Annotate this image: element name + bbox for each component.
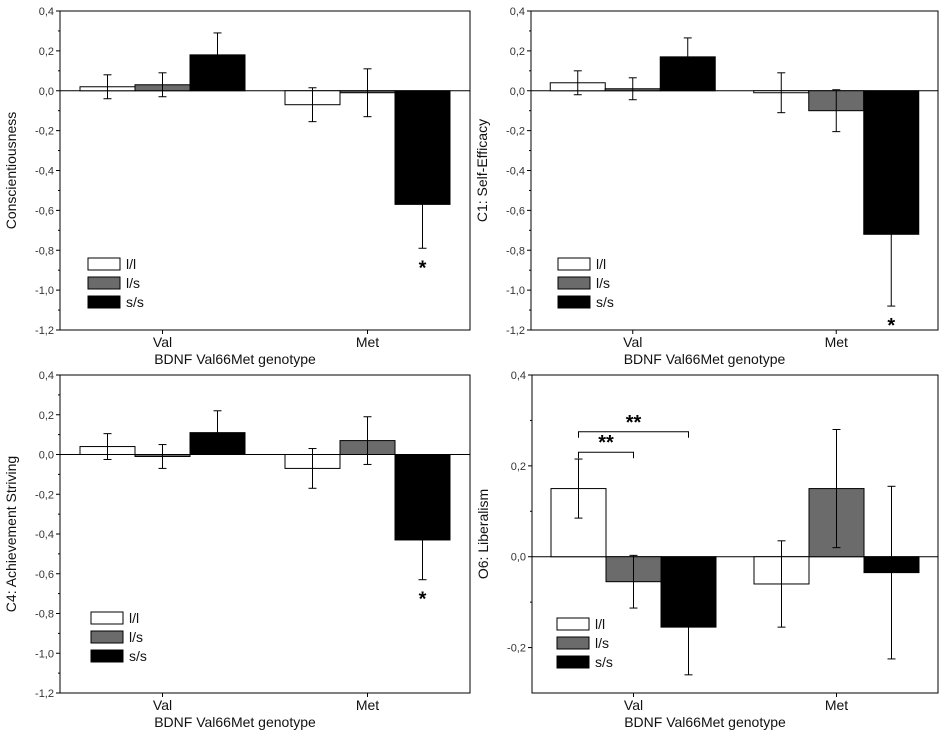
y-tick-label: 0,0 bbox=[39, 86, 54, 98]
legend-label: l/l bbox=[129, 610, 139, 626]
y-tick-label: -0,2 bbox=[507, 643, 526, 655]
x-category-label: Met bbox=[356, 334, 379, 350]
y-tick-label: -0,4 bbox=[35, 166, 54, 178]
x-axis-title: BDNF Val66Met genotype bbox=[154, 714, 316, 730]
legend-label: s/s bbox=[129, 648, 147, 664]
y-tick-label: 0,4 bbox=[510, 6, 525, 18]
x-category-label: Met bbox=[356, 697, 379, 713]
y-tick-label: -0,8 bbox=[35, 609, 54, 621]
legend-label: l/s bbox=[596, 275, 610, 291]
panel-2: 0,4 0,2 0,0 -0,2 -0,4 -0,6 -0,8 -1,0 -1,2 Val Met *… bbox=[474, 6, 939, 367]
legend-label: l/s bbox=[129, 629, 143, 645]
y-tick-label: -0,6 bbox=[35, 569, 54, 581]
y-axis-title: C1: Self-Efficacy bbox=[474, 119, 490, 222]
y-tick-label: -1,2 bbox=[35, 688, 54, 700]
legend-label: l/l bbox=[126, 256, 136, 272]
y-tick-label: -1,2 bbox=[35, 325, 54, 337]
legend-swatch bbox=[557, 295, 591, 309]
legend-swatch bbox=[90, 611, 124, 625]
y-tick-label: -1,0 bbox=[35, 285, 54, 297]
legend-swatch bbox=[90, 649, 124, 663]
y-tick-label: -0,4 bbox=[506, 166, 525, 178]
plot-frame bbox=[531, 374, 939, 694]
legend-swatch bbox=[87, 276, 121, 290]
legend-swatch bbox=[556, 636, 590, 650]
legend-label: s/s bbox=[596, 294, 614, 310]
y-tick-label: -0,2 bbox=[506, 126, 525, 138]
legend-label: l/l bbox=[596, 256, 606, 272]
significance-marker: * bbox=[419, 589, 427, 611]
x-category-label: Val bbox=[153, 697, 172, 713]
significance-marker: * bbox=[887, 315, 895, 337]
significance-bracket bbox=[578, 431, 689, 438]
y-tick-label: 0,2 bbox=[39, 410, 54, 422]
x-category-label: Met bbox=[825, 697, 848, 713]
y-tick-label: 0,0 bbox=[39, 450, 54, 462]
y-tick-label: 0,0 bbox=[510, 86, 525, 98]
y-axis-title: Conscientiousness bbox=[3, 112, 19, 230]
x-category-label: Val bbox=[153, 334, 172, 350]
legend-label: l/s bbox=[595, 635, 609, 651]
significance-marker: ** bbox=[598, 432, 614, 454]
x-category-label: Val bbox=[624, 697, 643, 713]
y-tick-label: -0,6 bbox=[35, 205, 54, 217]
legend-swatch bbox=[557, 276, 591, 290]
y-tick-label: -0,6 bbox=[506, 205, 525, 217]
significance-marker: * bbox=[419, 257, 427, 279]
legend-swatch bbox=[556, 617, 590, 631]
y-tick-label: -1,0 bbox=[506, 285, 525, 297]
legend-label: s/s bbox=[126, 294, 144, 310]
x-axis-title: BDNF Val66Met genotype bbox=[154, 351, 316, 367]
y-tick-label: 0,2 bbox=[39, 46, 54, 58]
x-axis-title: BDNF Val66Met genotype bbox=[624, 351, 786, 367]
y-axis-title: C4: Achievement Striving bbox=[3, 456, 19, 612]
y-tick-label: -0,2 bbox=[35, 126, 54, 138]
significance-marker: ** bbox=[626, 412, 642, 434]
y-tick-label: -0,2 bbox=[35, 489, 54, 501]
y-tick-label: 0,4 bbox=[39, 6, 54, 18]
legend-swatch bbox=[90, 630, 124, 644]
y-tick-label: -0,8 bbox=[35, 245, 54, 257]
legend-swatch bbox=[87, 295, 121, 309]
y-tick-label: 0,4 bbox=[39, 370, 54, 382]
legend-label: s/s bbox=[595, 654, 613, 670]
panel-1: 0,4 0,2 0,0 -0,2 -0,4 -0,6 -0,8 -1,0 -1,2 Val Met *… bbox=[3, 6, 471, 367]
y-tick-label: -1,0 bbox=[35, 648, 54, 660]
y-axis-title: O6: Liberalism bbox=[475, 489, 491, 579]
y-tick-label: 0,4 bbox=[511, 370, 526, 382]
x-axis-title: BDNF Val66Met genotype bbox=[624, 714, 786, 730]
panel-4: 0,4 0,2 0,0 -0,2 Val Met ** ** l/l l/s s/s O6: Libe… bbox=[475, 370, 939, 730]
y-tick-label: 0,2 bbox=[510, 46, 525, 58]
x-category-label: Val bbox=[623, 334, 642, 350]
y-tick-label: -0,4 bbox=[35, 529, 54, 541]
legend-label: l/l bbox=[595, 616, 605, 632]
legend-swatch bbox=[557, 257, 591, 271]
legend-swatch bbox=[556, 655, 590, 669]
y-tick-label: -0,8 bbox=[506, 245, 525, 257]
y-tick-label: 0,0 bbox=[511, 552, 526, 564]
legend-label: l/s bbox=[126, 275, 140, 291]
x-category-label: Met bbox=[825, 334, 848, 350]
y-tick-label: -1,2 bbox=[506, 325, 525, 337]
significance-bracket bbox=[578, 451, 634, 459]
legend-swatch bbox=[87, 257, 121, 271]
panel-3: 0,4 0,2 0,0 -0,2 -0,4 -0,6 -0,8 -1,0 -1,2 Val Met *… bbox=[3, 370, 471, 730]
y-tick-label: 0,2 bbox=[511, 461, 526, 473]
